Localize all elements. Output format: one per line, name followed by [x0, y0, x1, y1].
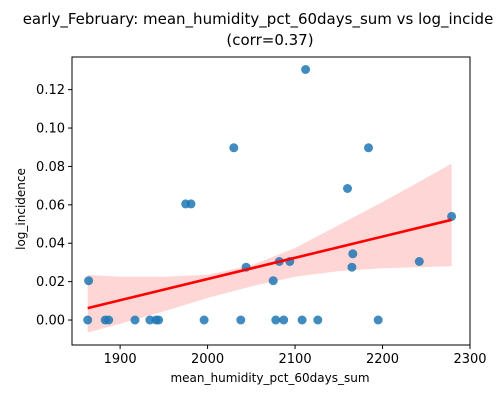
y-tick-label-6: 0.12 — [36, 83, 65, 98]
data-point-10 — [199, 315, 209, 325]
plot-area: 1900 2000 2100 2200 2300 0.00 0.02 0.04 0.06 0.08… — [36, 56, 487, 367]
data-point-17 — [279, 315, 289, 325]
data-point-24 — [348, 249, 358, 259]
chart-subtitle: (corr=0.37) — [226, 31, 313, 49]
y-axis-label: log_incidence — [14, 168, 28, 250]
chart-title: early_February: mean_humidity_pct_60days… — [23, 10, 494, 29]
y-tick-label-4: 0.08 — [36, 160, 65, 175]
x-tick-label-0: 1900 — [104, 352, 137, 367]
y-tick-label-1: 0.02 — [36, 275, 65, 290]
x-tick-label-4: 2300 — [453, 352, 486, 367]
data-point-25 — [364, 143, 373, 153]
data-point-28 — [447, 211, 457, 221]
data-point-19 — [297, 315, 307, 325]
data-point-15 — [271, 315, 281, 325]
y-tick-label-3: 0.06 — [36, 198, 65, 213]
data-point-27 — [414, 257, 424, 266]
y-tick-label-2: 0.04 — [36, 237, 65, 252]
y-tick-label-5: 0.10 — [36, 122, 65, 137]
data-point-11 — [229, 143, 239, 153]
data-point-12 — [236, 315, 246, 325]
axes-frame — [71, 56, 471, 346]
x-tick-label-3: 2200 — [366, 352, 399, 367]
data-point-1 — [84, 276, 94, 286]
data-point-9 — [186, 199, 196, 209]
x-axis-label: mean_humidity_pct_60days_sum — [170, 371, 369, 385]
data-point-22 — [343, 184, 352, 193]
data-point-21 — [313, 315, 323, 325]
data-point-0 — [83, 315, 93, 325]
data-point-7 — [154, 315, 164, 325]
data-point-23 — [347, 262, 357, 272]
data-point-3 — [104, 315, 114, 325]
y-tick-label-0: 0.00 — [36, 314, 65, 329]
data-point-14 — [268, 276, 278, 286]
x-tick-label-2: 2100 — [279, 352, 312, 367]
data-point-20 — [301, 65, 311, 74]
regression-line — [87, 218, 452, 310]
data-point-26 — [373, 315, 383, 325]
x-tick-label-1: 2000 — [191, 352, 224, 367]
data-point-4 — [130, 315, 140, 325]
confidence-band — [87, 163, 452, 333]
